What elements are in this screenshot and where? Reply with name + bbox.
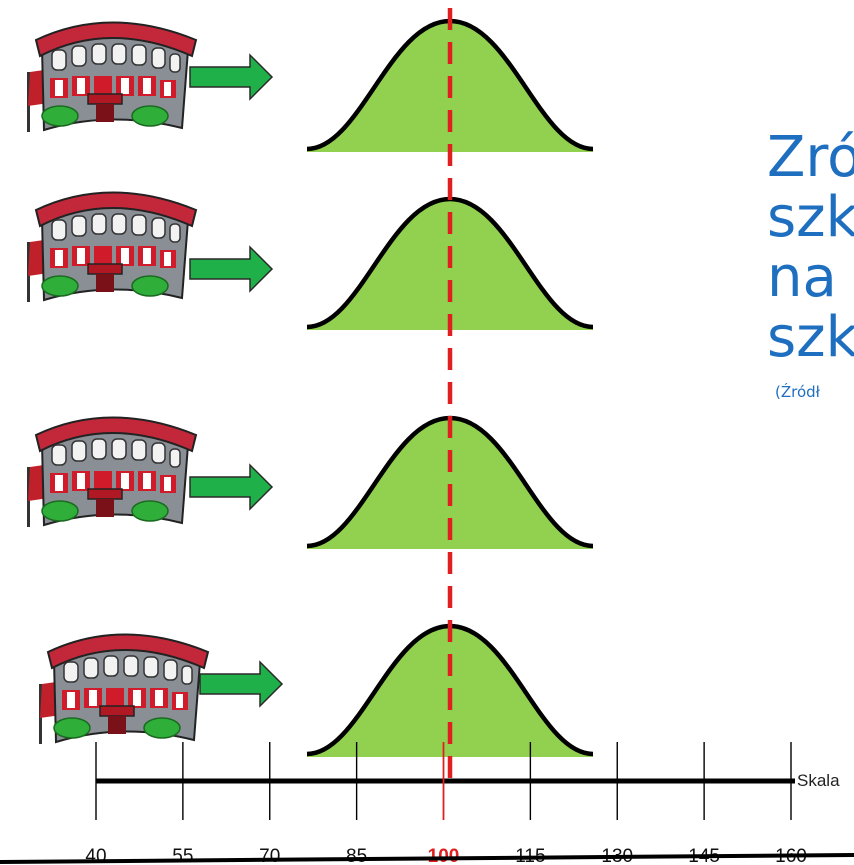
axis-tick-label: 115 [515,846,545,865]
title-line: szk [767,305,854,370]
title-text: Zró szk na szk [767,128,854,368]
school-building-icon [26,21,197,133]
right-arrow-icon [189,464,273,510]
school-building-icon [38,633,209,745]
axis-tick-label: 70 [259,846,280,865]
axis-tick-label: 85 [346,846,367,865]
axis-label: Skala [797,771,840,790]
axis-tick-label: 100 [428,846,460,865]
bottom-border [0,853,854,864]
right-arrow-icon [199,661,283,707]
title-line: Zró [767,125,854,190]
title-line: na [767,245,837,310]
school-building-icon [26,191,197,303]
source-note: (Źródł [775,383,820,401]
title-line: szk [767,185,854,250]
right-arrow-icon [189,246,273,292]
school-building-icon [26,416,197,528]
right-arrow-icon [189,54,273,100]
